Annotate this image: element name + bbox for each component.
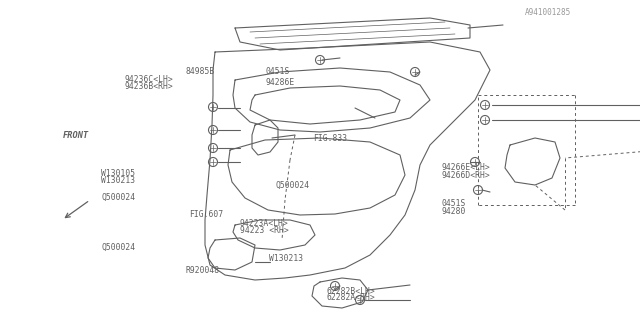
Text: 94286E: 94286E (266, 78, 295, 87)
Text: W130213: W130213 (269, 254, 303, 263)
Text: W130105: W130105 (101, 169, 135, 178)
Text: 94266D<RH>: 94266D<RH> (442, 171, 490, 180)
Text: 94223 <RH>: 94223 <RH> (240, 226, 289, 235)
Text: 94236B<RH>: 94236B<RH> (125, 82, 173, 91)
Text: Q500024: Q500024 (101, 193, 135, 202)
Text: R920048: R920048 (186, 266, 220, 275)
Text: FRONT: FRONT (63, 131, 89, 140)
Text: 94236C<LH>: 94236C<LH> (125, 75, 173, 84)
Text: A941001285: A941001285 (525, 8, 571, 17)
Text: 94223A<LH>: 94223A<LH> (240, 220, 289, 228)
Text: 62282B<LH>: 62282B<LH> (326, 287, 375, 296)
Text: 62282A<RH>: 62282A<RH> (326, 293, 375, 302)
Text: 84985B: 84985B (186, 67, 215, 76)
Text: 0451S: 0451S (442, 199, 466, 208)
Text: Q500024: Q500024 (275, 180, 309, 189)
Text: 0451S: 0451S (266, 67, 290, 76)
Text: FIG.607: FIG.607 (189, 210, 223, 219)
Text: 94280: 94280 (442, 207, 466, 216)
Text: W130213: W130213 (101, 176, 135, 185)
Text: 94266E<LH>: 94266E<LH> (442, 163, 490, 172)
Text: Q500024: Q500024 (101, 243, 135, 252)
Text: FIG.833: FIG.833 (314, 134, 348, 143)
